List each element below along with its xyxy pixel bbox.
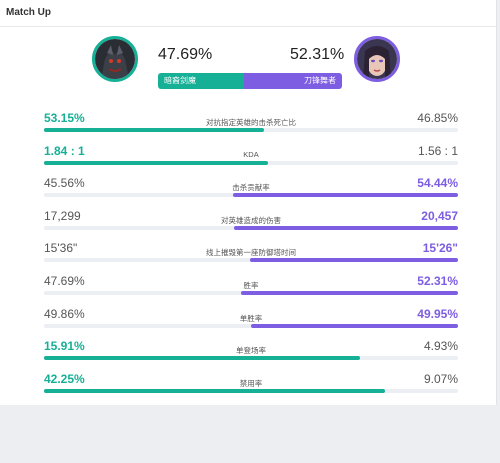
stat-label: 禁用率 xyxy=(239,378,263,388)
right-champion-name: 刀锋舞者 xyxy=(244,73,342,89)
stat-left-value: 53.15% xyxy=(44,111,85,125)
left-champion-avatar[interactable] xyxy=(92,36,138,82)
stat-right-value: 20,457 xyxy=(421,208,458,223)
card-title: Match Up xyxy=(6,7,51,18)
stat-bar-right-fill xyxy=(251,323,458,328)
stat-label: 对抗指定英雄的击杀死亡比 xyxy=(206,118,296,127)
stat-label: 胜率 xyxy=(243,281,259,290)
stat-bar-left-fill xyxy=(44,160,268,165)
stat-label: KDA xyxy=(243,149,259,159)
stat-bar-right-fill xyxy=(241,291,458,295)
stat-left-value: 17,299 xyxy=(44,208,81,223)
stat-bar-track xyxy=(44,291,458,295)
matchup-card: Match Up 47.69% 暗裔剑魔 52.31% 刀锋舞者 53.15% 对… xyxy=(0,0,497,405)
stat-row: 15'36" 线上摧毁第一座防御塔时间 15'26" xyxy=(44,241,458,273)
stat-bar-right-fill xyxy=(249,258,458,263)
stat-bar-track xyxy=(44,356,458,361)
stat-right-value: 15'26" xyxy=(422,241,458,256)
stat-bar-right-fill xyxy=(232,193,458,198)
stat-row: 1.84 : 1 KDA 1.56 : 1 xyxy=(44,144,458,176)
stat-bar-track xyxy=(44,323,458,328)
stat-row: 17,299 对英雄造成的伤害 20,457 xyxy=(44,209,458,241)
champion-portrait-dark-icon xyxy=(95,39,135,79)
stat-left-value: 1.84 : 1 xyxy=(44,143,85,158)
stat-right-value: 1.56 : 1 xyxy=(417,143,458,158)
stat-bar-left-fill xyxy=(44,356,361,361)
stat-left-value: 47.69% xyxy=(44,274,85,288)
stat-right-value: 52.31% xyxy=(417,274,458,288)
stat-bar-track xyxy=(44,160,458,165)
stat-row: 15.91% 单登场率 4.93% xyxy=(44,339,458,371)
stat-bar-left-fill xyxy=(44,128,265,132)
left-win-rate: 47.69% xyxy=(158,46,213,63)
stat-right-value: 9.07% xyxy=(423,371,458,386)
stat-bar-track xyxy=(44,128,458,132)
stat-bar-track xyxy=(44,225,458,230)
stat-row: 49.86% 单胜率 49.95% xyxy=(44,307,458,339)
stat-right-value: 46.85% xyxy=(417,111,458,125)
right-win-rate: 52.31% xyxy=(290,46,345,63)
stat-row: 45.56% 击杀贡献率 54.44% xyxy=(44,176,458,208)
right-champion-avatar[interactable] xyxy=(354,36,400,82)
stat-left-value: 15.91% xyxy=(44,339,85,354)
stat-left-value: 45.56% xyxy=(44,176,85,191)
stat-bar-right-fill xyxy=(233,225,458,230)
stat-bar-track xyxy=(44,193,458,198)
stat-left-value: 49.86% xyxy=(44,306,85,321)
stat-bar-track xyxy=(44,258,458,263)
stat-right-value: 4.93% xyxy=(423,339,458,354)
stat-left-value: 42.25% xyxy=(44,371,85,386)
stat-label: 击杀贡献率 xyxy=(232,183,270,193)
stat-bar-left-fill xyxy=(44,388,385,393)
stat-row: 47.69% 胜率 52.31% xyxy=(44,274,458,306)
stat-label: 单胜率 xyxy=(239,313,263,323)
stat-bar-track xyxy=(44,388,458,393)
stat-left-value: 15'36" xyxy=(44,241,78,256)
stat-row: 42.25% 禁用率 9.07% xyxy=(44,372,458,404)
left-champion-name: 暗裔剑魔 xyxy=(158,73,244,89)
stat-label: 线上摧毁第一座防御塔时间 xyxy=(206,248,296,258)
stat-row: 53.15% 对抗指定英雄的击杀死亡比 46.85% xyxy=(44,111,458,143)
stat-right-value: 54.44% xyxy=(417,176,458,191)
card-header: Match Up xyxy=(0,0,496,27)
stat-label: 对英雄造成的伤害 xyxy=(221,215,281,225)
stat-label: 单登场率 xyxy=(236,346,266,356)
champion-portrait-light-icon xyxy=(357,39,397,79)
stat-right-value: 49.95% xyxy=(417,306,458,321)
